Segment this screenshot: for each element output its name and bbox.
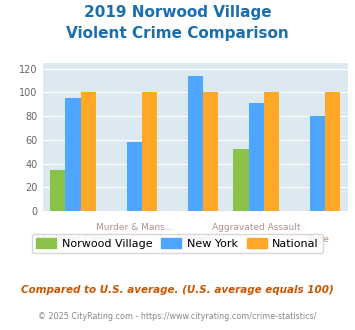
Bar: [81, 92, 96, 211]
Legend: Norwood Village, New York, National: Norwood Village, New York, National: [32, 234, 323, 253]
Bar: [203, 92, 218, 211]
Text: 2019 Norwood Village: 2019 Norwood Village: [84, 5, 271, 20]
Bar: [325, 92, 340, 211]
Text: Violent Crime Comparison: Violent Crime Comparison: [66, 26, 289, 41]
Text: Rape: Rape: [306, 235, 329, 244]
Bar: [264, 92, 279, 211]
Text: Robbery: Robbery: [176, 235, 214, 244]
Text: Murder & Mans...: Murder & Mans...: [95, 223, 173, 232]
Bar: [310, 116, 325, 211]
Bar: [50, 170, 66, 211]
Bar: [142, 92, 157, 211]
Text: © 2025 CityRating.com - https://www.cityrating.com/crime-statistics/: © 2025 CityRating.com - https://www.city…: [38, 312, 317, 321]
Text: Compared to U.S. average. (U.S. average equals 100): Compared to U.S. average. (U.S. average …: [21, 285, 334, 295]
Text: Aggravated Assault: Aggravated Assault: [212, 223, 301, 232]
Bar: [66, 98, 81, 211]
Bar: [188, 76, 203, 211]
Text: All Violent Crime: All Violent Crime: [35, 235, 111, 244]
Bar: [234, 149, 248, 211]
Bar: [126, 142, 142, 211]
Bar: [248, 103, 264, 211]
